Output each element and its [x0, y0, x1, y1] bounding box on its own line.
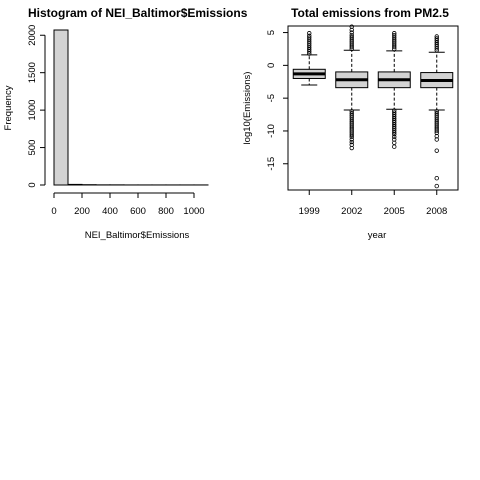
- boxplot-outlier: [349, 32, 354, 38]
- boxplot-outlier: [392, 144, 397, 149]
- histogram-x-axis: 0 200 400 600 800 1000: [51, 192, 205, 217]
- histogram-y-tick-label: 0: [27, 182, 38, 187]
- boxplot-outlier: [392, 130, 397, 135]
- boxplot-x-axis: 1999 2002 2005 2008: [299, 190, 447, 217]
- boxplot-outlier: [392, 32, 397, 38]
- boxplot-outlier: [434, 175, 439, 181]
- boxplot-outlier: [307, 35, 312, 41]
- boxplot-y-axis: 5 0 -5 -10 -15: [266, 30, 288, 171]
- histogram-title: Histogram of NEI_Baltimor$Emissions: [28, 6, 248, 20]
- boxplot-outlier: [392, 31, 397, 36]
- boxplot-outlier: [392, 132, 397, 137]
- boxplot-outlier: [349, 132, 354, 138]
- histogram-y-tick-label: 2000: [27, 25, 38, 46]
- boxplot-y-tick-label: 0: [266, 63, 277, 68]
- histogram-x-tick-label: 200: [74, 206, 90, 217]
- boxplot-y-tick-label: -15: [266, 157, 277, 171]
- boxplot-outlier: [434, 183, 439, 189]
- boxplot-outlier: [307, 33, 312, 39]
- histogram-x-label: NEI_Baltimor$Emissions: [85, 230, 190, 241]
- boxplot-x-tick-label: 2005: [384, 206, 405, 217]
- boxplot-x-tick-label: 2008: [426, 206, 447, 217]
- histogram-y-label: Frequency: [3, 85, 14, 130]
- histogram-x-tick-label: 0: [51, 206, 56, 217]
- boxplot-outlier: [349, 24, 354, 29]
- boxplot-y-label: log10(Emissions): [242, 72, 253, 145]
- boxplot-y-tick-label: 5: [266, 30, 277, 35]
- histogram-x-tick-label: 600: [130, 206, 146, 217]
- histogram-x-tick-label: 800: [158, 206, 174, 217]
- histogram-x-tick-label: 400: [102, 206, 118, 217]
- boxplot-outlier: [349, 145, 354, 151]
- boxplot-outlier: [349, 139, 354, 145]
- boxplot-outlier: [434, 148, 439, 153]
- boxplot-x-tick-label: 1999: [299, 206, 320, 217]
- histogram-x-tick-label: 1000: [183, 206, 204, 217]
- histogram-y-tick-label: 1500: [27, 62, 38, 83]
- boxplot-outlier: [349, 30, 354, 35]
- histogram-bars: [53, 29, 209, 186]
- boxplot-outlier: [434, 36, 439, 41]
- boxplot-outlier: [349, 134, 354, 140]
- boxplot-panel: Total emissions from PM2.5 1999 2002 2005 2…: [242, 6, 459, 241]
- boxplot-frame: [287, 25, 459, 191]
- boxplot-outlier: [349, 34, 354, 40]
- histogram-bar: [53, 29, 69, 186]
- boxplot-x-label: year: [368, 230, 386, 241]
- boxplot-x-tick-label: 2002: [341, 206, 362, 217]
- boxplot-outlier: [349, 137, 354, 142]
- histogram-panel: Histogram of NEI_Baltimor$Emissions 0 200…: [3, 6, 248, 241]
- boxplot-outlier: [434, 137, 439, 142]
- histogram-y-tick-label: 1000: [27, 100, 38, 121]
- histogram-bar: [67, 183, 83, 186]
- boxplot-outlier: [307, 31, 312, 36]
- boxplot-y-tick-label: -5: [266, 94, 277, 102]
- boxplot-marks: [292, 24, 454, 189]
- boxplot-y-tick-label: -10: [266, 124, 277, 138]
- histogram-y-axis: 0 500 1000 1500 2000: [27, 25, 46, 188]
- boxplot-outlier: [392, 134, 397, 140]
- boxplot-outlier: [434, 34, 439, 39]
- boxplot-title: Total emissions from PM2.5: [291, 6, 449, 20]
- boxplot-outlier: [434, 128, 439, 134]
- histogram-y-tick-label: 500: [27, 140, 38, 156]
